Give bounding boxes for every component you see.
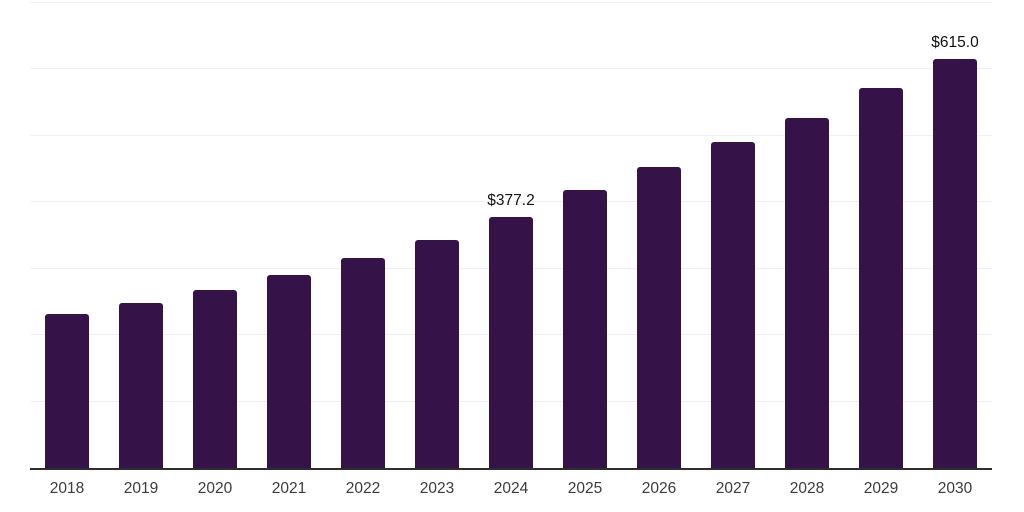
x-tick-2030: 2030 bbox=[937, 480, 973, 497]
bar-band-2019 bbox=[104, 3, 178, 468]
bar-2026 bbox=[637, 167, 681, 468]
bar-2021 bbox=[267, 274, 311, 468]
bar-2018 bbox=[45, 313, 89, 468]
x-axis-labels: 2018 2019 2020 2021 2022 2023 2024 2025 2026 2027… bbox=[30, 480, 992, 502]
x-tick-2023: 2023 bbox=[419, 480, 455, 497]
plot-area: $377.2 $615.0 bbox=[30, 2, 992, 470]
x-tick-2022: 2022 bbox=[345, 480, 381, 497]
x-tick-2027: 2027 bbox=[715, 480, 751, 497]
bar-band-2020 bbox=[178, 3, 252, 468]
x-tick-2028: 2028 bbox=[789, 480, 825, 497]
bar-band-2018 bbox=[30, 3, 104, 468]
bar-band-2024: $377.2 bbox=[474, 3, 548, 468]
bar-2022 bbox=[341, 257, 385, 468]
bar-band-2025 bbox=[548, 3, 622, 468]
bar-2029 bbox=[859, 87, 903, 468]
bar-band-2023 bbox=[400, 3, 474, 468]
x-tick-2026: 2026 bbox=[641, 480, 677, 497]
bar-band-2030: $615.0 bbox=[918, 3, 992, 468]
bar-band-2028 bbox=[770, 3, 844, 468]
bar-band-2021 bbox=[252, 3, 326, 468]
bar-band-2027 bbox=[696, 3, 770, 468]
bar-2023 bbox=[415, 240, 459, 468]
bar-2027 bbox=[711, 142, 755, 468]
bar-value-label-2030: $615.0 bbox=[931, 34, 979, 52]
x-tick-2020: 2020 bbox=[197, 480, 233, 497]
x-tick-2021: 2021 bbox=[271, 480, 307, 497]
gridline-700 bbox=[30, 2, 992, 3]
bars-row: $377.2 $615.0 bbox=[30, 3, 992, 468]
x-tick-2029: 2029 bbox=[863, 480, 899, 497]
bar-band-2026 bbox=[622, 3, 696, 468]
x-tick-2024: 2024 bbox=[493, 480, 529, 497]
bar-2030 bbox=[933, 59, 977, 468]
bar-2028 bbox=[785, 117, 829, 468]
x-tick-2019: 2019 bbox=[123, 480, 159, 497]
bar-band-2029 bbox=[844, 3, 918, 468]
bar-2019 bbox=[119, 302, 163, 468]
bar-2020 bbox=[193, 289, 237, 468]
bar-value-label-2024: $377.2 bbox=[487, 192, 535, 210]
x-tick-2018: 2018 bbox=[49, 480, 85, 497]
bar-2024 bbox=[489, 217, 533, 468]
gridline-400 bbox=[30, 201, 992, 203]
bar-2025 bbox=[563, 189, 607, 468]
gridline-600 bbox=[30, 68, 992, 70]
gridline-500 bbox=[30, 134, 992, 136]
x-tick-2025: 2025 bbox=[567, 480, 603, 497]
bar-band-2022 bbox=[326, 3, 400, 468]
